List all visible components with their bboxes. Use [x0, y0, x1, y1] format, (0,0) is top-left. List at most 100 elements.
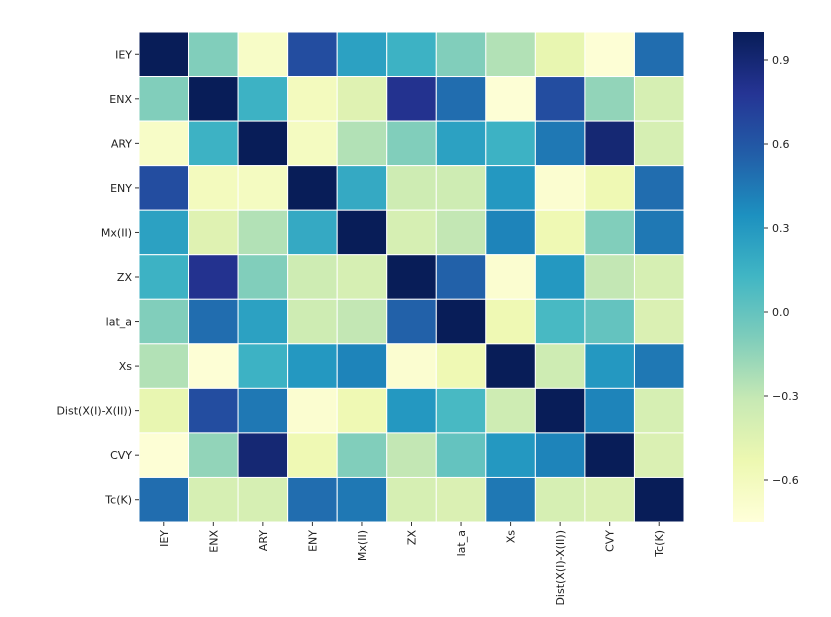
- heatmap-cell-3-6: [435, 165, 487, 211]
- y-tick-label: IEY: [115, 48, 132, 61]
- heatmap-cell-0-6: [435, 31, 487, 78]
- heatmap-cell-9-8: [534, 432, 586, 478]
- heatmap-cell-6-10: [633, 298, 685, 345]
- heatmap-cell-5-7: [485, 254, 536, 300]
- x-tick-label: CVY: [604, 530, 617, 552]
- heatmap-cell-8-8: [534, 387, 586, 434]
- heatmap-cell-2-4: [336, 120, 388, 167]
- heatmap-cell-8-1: [188, 387, 239, 434]
- heatmap-cell-7-4: [336, 343, 388, 389]
- heatmap-cell-2-1: [188, 120, 239, 167]
- heatmap-cell-3-2: [237, 165, 289, 211]
- heatmap-cell-9-2: [237, 432, 289, 478]
- heatmap-cell-5-4: [336, 254, 388, 300]
- y-axis-tick-labels: IEY ENX ARY ENY Mx(II) ZX lat_a Xs Dist(X(I)-X(I…: [56, 48, 139, 507]
- heatmap-cell-9-9: [584, 432, 635, 478]
- heatmap-cell-4-5: [386, 209, 437, 256]
- heatmap-cell-2-8: [534, 120, 586, 167]
- heatmap-cell-10-8: [534, 476, 586, 523]
- heatmap-cell-1-10: [633, 76, 685, 122]
- heatmap-cell-8-7: [485, 387, 536, 434]
- heatmap-cell-9-5: [386, 432, 437, 478]
- heatmap-cell-2-6: [435, 120, 487, 167]
- heatmap-cell-0-9: [584, 31, 635, 78]
- heatmap-cell-8-6: [435, 387, 487, 434]
- heatmap-cell-0-10: [633, 31, 685, 78]
- heatmap-cell-6-3: [287, 298, 338, 345]
- heatmap-cell-0-0: [138, 31, 190, 78]
- heatmap-cell-8-4: [336, 387, 388, 434]
- heatmap-cell-1-6: [435, 76, 487, 122]
- heatmap-cell-7-3: [287, 343, 338, 389]
- heatmap-cell-0-1: [188, 31, 239, 78]
- heatmap-cell-10-6: [435, 476, 487, 523]
- heatmap-cell-3-4: [336, 165, 388, 211]
- heatmap-cell-4-1: [188, 209, 239, 256]
- y-tick-label: ZX: [117, 271, 133, 284]
- heatmap-cell-7-5: [386, 343, 437, 389]
- heatmap-cell-6-2: [237, 298, 289, 345]
- x-tick-label: ENY: [306, 530, 319, 552]
- heatmap-cell-1-9: [584, 76, 635, 122]
- heatmap-cell-8-3: [287, 387, 338, 434]
- heatmap-cell-4-7: [485, 209, 536, 256]
- heatmap-cell-5-5: [386, 254, 437, 300]
- heatmap-cell-2-5: [386, 120, 437, 167]
- heatmap-cell-8-0: [138, 387, 190, 434]
- x-tick-label: Dist(X(I)-X(II)): [554, 530, 567, 606]
- y-tick-label: ENX: [109, 93, 132, 106]
- colorbar-tick-label: 0.6: [772, 138, 790, 151]
- x-tick-label: Xs: [505, 530, 518, 544]
- heatmap-cell-6-9: [584, 298, 635, 345]
- heatmap-cell-4-8: [534, 209, 586, 256]
- colorbar: 0.9 0.6 0.3 0.0 −0.3 −0.6: [733, 32, 799, 522]
- heatmap-cell-3-1: [188, 165, 239, 211]
- heatmap-cell-2-7: [485, 120, 536, 167]
- heatmap-cell-1-0: [138, 76, 190, 122]
- heatmap-cell-7-6: [435, 343, 487, 389]
- y-tick-label: ARY: [111, 137, 132, 150]
- heatmap-cell-1-7: [485, 76, 536, 122]
- heatmap-cell-1-4: [336, 76, 388, 122]
- heatmap-cell-9-1: [188, 432, 239, 478]
- heatmap-cell-7-2: [237, 343, 289, 389]
- heatmap-cell-5-3: [287, 254, 338, 300]
- heatmap-cell-10-4: [336, 476, 388, 523]
- heatmap-cell-3-9: [584, 165, 635, 211]
- heatmap-cell-6-5: [386, 298, 437, 345]
- heatmap-cell-9-4: [336, 432, 388, 478]
- heatmap-cell-9-7: [485, 432, 536, 478]
- heatmap-cell-7-10: [633, 343, 685, 389]
- heatmap-cell-9-6: [435, 432, 487, 478]
- heatmap-cell-0-7: [485, 31, 536, 78]
- heatmap-cell-4-0: [138, 209, 190, 256]
- heatmap-cell-2-3: [287, 120, 338, 167]
- y-tick-label: ENY: [110, 182, 132, 195]
- heatmap-cell-6-1: [188, 298, 239, 345]
- heatmap-cell-5-1: [188, 254, 239, 300]
- y-tick-label: lat_a: [106, 316, 132, 329]
- heatmap-cell-4-3: [287, 209, 338, 256]
- heatmap-cell-0-4: [336, 31, 388, 78]
- heatmap-cell-10-10: [633, 476, 685, 523]
- colorbar-ticks: 0.9 0.6 0.3 0.0 −0.3 −0.6: [764, 54, 799, 487]
- x-tick-label: Tc(K): [653, 530, 666, 558]
- heatmap-cell-0-8: [534, 31, 586, 78]
- y-tick-label: CVY: [110, 449, 132, 462]
- heatmap-cell-0-5: [386, 31, 437, 78]
- heatmap-cell-5-2: [237, 254, 289, 300]
- heatmap-cell-3-0: [138, 165, 190, 211]
- heatmap-cell-1-3: [287, 76, 338, 122]
- heatmap-cell-1-5: [386, 76, 437, 122]
- colorbar-tick-label: 0.9: [772, 54, 790, 67]
- heatmap-cell-3-5: [386, 165, 437, 211]
- heatmap-cell-4-6: [435, 209, 487, 256]
- heatmap-cell-4-9: [584, 209, 635, 256]
- colorbar-tick-label: −0.3: [772, 390, 799, 403]
- heatmap-cell-1-8: [534, 76, 586, 122]
- heatmap-cell-4-10: [633, 209, 685, 256]
- x-tick-label: ENX: [207, 530, 220, 553]
- heatmap-cell-10-7: [485, 476, 536, 523]
- heatmap-cell-3-7: [485, 165, 536, 211]
